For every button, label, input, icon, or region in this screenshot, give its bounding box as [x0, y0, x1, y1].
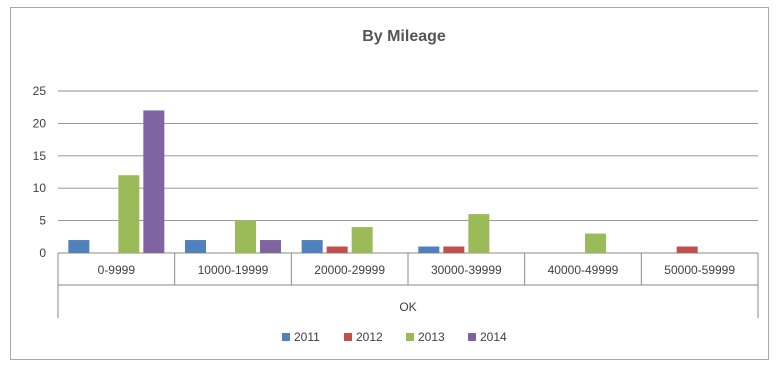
- x-tick-label: 50000-59999: [664, 263, 735, 277]
- bar-2011-20000-29999: [301, 240, 323, 253]
- bar-2011-0-9999: [68, 240, 90, 253]
- x-tick-label: 0-9999: [98, 263, 136, 277]
- bar-2011-10000-19999: [185, 240, 206, 253]
- bar-2014-0-9999: [143, 110, 165, 253]
- bar-2011-30000-39999: [418, 246, 440, 253]
- y-tick-label: 5: [39, 214, 46, 228]
- legend-label: 2011: [294, 330, 320, 344]
- legend: 2011 2012 2013 2014: [282, 330, 507, 344]
- x-tick-label: 20000-29999: [314, 263, 385, 277]
- bars: [68, 110, 698, 253]
- axes: [57, 253, 759, 318]
- legend-label: 2014: [480, 330, 507, 344]
- bar-2012-20000-29999: [326, 246, 348, 253]
- y-tick-label: 25: [33, 84, 47, 98]
- y-tick-labels: 0 5 10 15 20 25: [33, 84, 47, 260]
- x-axis-title: OK: [399, 300, 416, 314]
- x-tick-label: 10000-19999: [198, 263, 269, 277]
- bar-2012-30000-39999: [443, 246, 465, 253]
- bar-2013-40000-49999: [585, 233, 606, 253]
- bar-2013-30000-39999: [468, 214, 490, 253]
- y-tick-label: 10: [33, 181, 47, 195]
- y-tick-label: 15: [33, 149, 47, 163]
- y-tick-label: 20: [33, 116, 47, 130]
- legend-label: 2013: [418, 330, 445, 344]
- bar-2012-50000-59999: [676, 246, 698, 253]
- chart-title: By Mileage: [362, 28, 446, 45]
- legend-swatch: [282, 333, 290, 341]
- y-tick-label: 0: [39, 246, 46, 260]
- legend-swatch: [344, 333, 352, 341]
- x-tick-label: 30000-39999: [431, 263, 502, 277]
- bar-2013-10000-19999: [235, 220, 256, 253]
- bar-2014-10000-19999: [260, 240, 281, 253]
- legend-swatch: [468, 333, 476, 341]
- legend-swatch: [406, 333, 414, 341]
- x-tick-label: 40000-49999: [548, 263, 619, 277]
- x-tick-labels: 0-9999 10000-19999 20000-29999 30000-39999 4…: [98, 263, 736, 277]
- legend-label: 2012: [356, 330, 383, 344]
- bar-2013-0-9999: [118, 175, 140, 253]
- bar-2013-20000-29999: [351, 227, 373, 253]
